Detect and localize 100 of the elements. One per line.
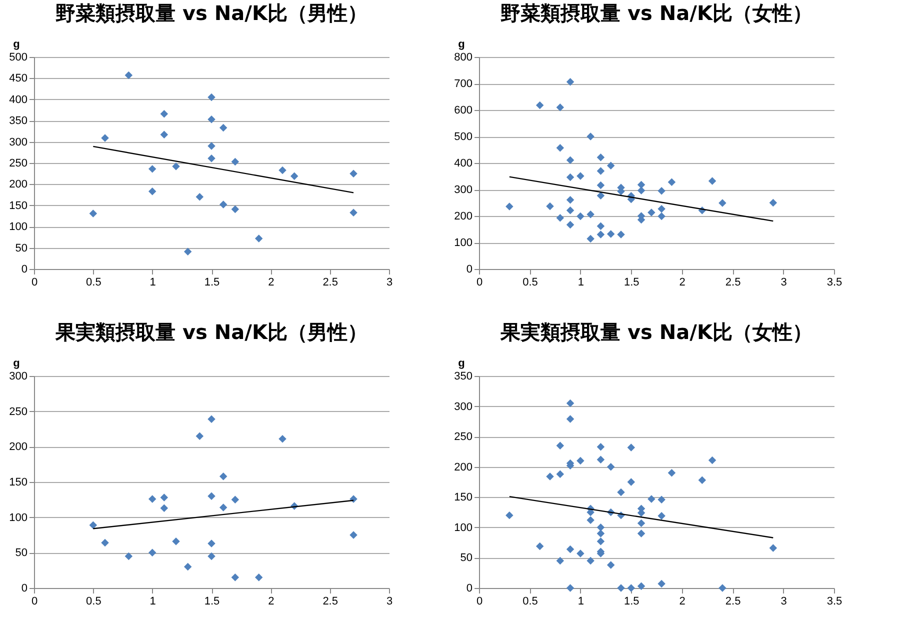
point	[658, 204, 666, 213]
point	[718, 584, 726, 592]
x-tick-label: 2	[679, 276, 686, 288]
y-tick-label: 300	[9, 136, 28, 148]
y-tick-label: 450	[9, 72, 28, 85]
point	[566, 415, 574, 423]
point	[231, 158, 240, 166]
point	[124, 552, 133, 560]
point	[658, 580, 666, 588]
point	[208, 415, 216, 423]
x-tick-label: 2	[268, 276, 274, 288]
point	[219, 472, 228, 480]
point	[172, 162, 180, 170]
y-tick-label: 400	[9, 94, 28, 106]
point	[576, 550, 584, 558]
point	[208, 142, 216, 150]
point	[658, 512, 666, 520]
y-tick-label: 250	[9, 158, 28, 170]
y-tick-label: 100	[9, 512, 28, 524]
y-tick-label: 250	[454, 431, 472, 444]
y-tick-label: 50	[15, 547, 28, 560]
x-tick-label: 2.5	[322, 276, 338, 288]
x-tick-label: 1	[578, 276, 584, 288]
x-tick-label: 2.5	[322, 596, 338, 608]
point	[596, 181, 605, 190]
point	[596, 154, 605, 162]
x-tick-label: 0.5	[522, 596, 538, 608]
x-tick-label: 0.5	[522, 276, 538, 288]
y-tick-label: 200	[9, 441, 28, 454]
y-tick-label: 700	[454, 78, 472, 90]
point	[566, 220, 574, 229]
point	[208, 115, 216, 124]
y-tick-label: 500	[454, 131, 472, 143]
y-tick-label: 100	[9, 221, 28, 234]
point	[160, 504, 168, 512]
point	[278, 435, 286, 443]
y-tick-label: 300	[454, 184, 472, 196]
point	[586, 556, 594, 565]
point	[556, 103, 564, 112]
x-tick-label: 3	[386, 596, 393, 608]
point	[546, 202, 554, 210]
point	[596, 222, 605, 230]
point	[290, 172, 298, 180]
x-tick-label: 1.5	[204, 276, 220, 288]
x-tick-label: 2.5	[725, 276, 741, 288]
point	[566, 78, 574, 86]
point	[637, 530, 646, 538]
y-tick-label: 100	[454, 522, 472, 534]
x-tick-label: 0.5	[86, 276, 102, 288]
point	[208, 552, 216, 560]
point	[350, 170, 358, 178]
point	[596, 456, 605, 464]
point	[617, 488, 625, 496]
y-tick-label: 300	[454, 400, 472, 413]
x-tick-label: 1.5	[624, 596, 640, 608]
point	[596, 524, 605, 532]
point	[219, 504, 228, 512]
y-tick-label: 150	[454, 492, 472, 504]
point	[668, 178, 676, 186]
point	[254, 574, 263, 582]
point	[576, 456, 584, 465]
x-tick-label: 1	[150, 276, 156, 288]
point	[160, 494, 168, 502]
point	[208, 93, 216, 102]
point	[208, 540, 216, 548]
point	[576, 212, 584, 220]
y-tick-label: 300	[9, 370, 28, 382]
point	[658, 212, 666, 220]
point	[769, 544, 778, 552]
point	[148, 548, 156, 557]
point	[184, 248, 192, 256]
point	[208, 492, 216, 500]
y-tick-label: 150	[9, 200, 28, 212]
x-tick-label: 1.5	[624, 276, 640, 288]
x-tick-label: 3	[386, 276, 393, 288]
point	[89, 210, 98, 218]
x-tick-label: 2	[268, 596, 274, 608]
point	[586, 234, 594, 243]
point	[350, 531, 358, 539]
point	[596, 530, 605, 538]
y-tick-label: 0	[466, 582, 472, 594]
point	[556, 470, 564, 478]
point	[196, 193, 204, 201]
point	[231, 496, 240, 504]
y-axis-title: g	[13, 38, 20, 50]
y-tick-label: 500	[9, 52, 28, 64]
point	[596, 230, 605, 238]
point	[566, 545, 574, 554]
point	[606, 462, 615, 471]
point	[219, 200, 228, 208]
point	[606, 162, 615, 170]
x-tick-label: 1	[578, 596, 584, 608]
point	[124, 71, 133, 80]
point	[586, 132, 594, 140]
y-tick-label: 200	[9, 178, 28, 191]
point	[101, 134, 109, 142]
point	[627, 584, 636, 592]
point	[506, 511, 514, 520]
point	[718, 199, 726, 207]
point	[148, 188, 156, 196]
